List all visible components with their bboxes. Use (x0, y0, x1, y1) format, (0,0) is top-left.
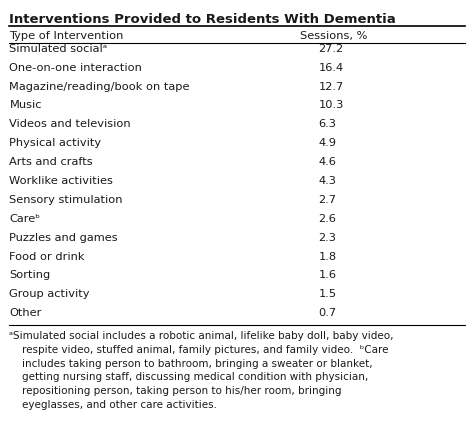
Text: 0.7: 0.7 (319, 308, 337, 318)
Text: 2.6: 2.6 (319, 214, 336, 224)
Text: Worklike activities: Worklike activities (9, 176, 113, 186)
Text: ᵃSimulated social includes a robotic animal, lifelike baby doll, baby video,: ᵃSimulated social includes a robotic ani… (9, 331, 394, 341)
Text: Physical activity: Physical activity (9, 138, 101, 148)
Text: 1.6: 1.6 (319, 270, 336, 280)
Text: 2.7: 2.7 (319, 195, 336, 205)
Text: Magazine/reading/book on tape: Magazine/reading/book on tape (9, 82, 190, 91)
Text: Arts and crafts: Arts and crafts (9, 157, 93, 167)
Text: Careᵇ: Careᵇ (9, 214, 40, 224)
Text: Sensory stimulation: Sensory stimulation (9, 195, 123, 205)
Text: 4.3: 4.3 (319, 176, 336, 186)
Text: One-on-one interaction: One-on-one interaction (9, 63, 142, 73)
Text: Music: Music (9, 100, 42, 110)
Text: 4.9: 4.9 (319, 138, 336, 148)
Text: Interventions Provided to Residents With Dementia: Interventions Provided to Residents With… (9, 14, 396, 26)
Text: Type of Intervention: Type of Intervention (9, 31, 124, 41)
Text: Food or drink: Food or drink (9, 252, 85, 261)
Text: 1.5: 1.5 (319, 289, 337, 299)
Text: 27.2: 27.2 (319, 44, 344, 54)
Text: 1.8: 1.8 (319, 252, 337, 261)
Text: getting nursing staff, discussing medical condition with physician,: getting nursing staff, discussing medica… (9, 372, 369, 382)
Text: Puzzles and games: Puzzles and games (9, 232, 118, 243)
Text: includes taking person to bathroom, bringing a sweater or blanket,: includes taking person to bathroom, brin… (9, 359, 373, 369)
Text: repositioning person, taking person to his/her room, bringing: repositioning person, taking person to h… (9, 386, 342, 396)
Text: 12.7: 12.7 (319, 82, 344, 91)
Text: Group activity: Group activity (9, 289, 90, 299)
Text: 4.6: 4.6 (319, 157, 336, 167)
Text: respite video, stuffed animal, family pictures, and family video.  ᵇCare: respite video, stuffed animal, family pi… (9, 345, 389, 355)
Text: 2.3: 2.3 (319, 232, 336, 243)
Text: Videos and television: Videos and television (9, 119, 131, 129)
Text: Simulated socialᵃ: Simulated socialᵃ (9, 44, 108, 54)
Text: Sorting: Sorting (9, 270, 51, 280)
Text: Other: Other (9, 308, 42, 318)
Text: 10.3: 10.3 (319, 100, 344, 110)
Text: 16.4: 16.4 (319, 63, 344, 73)
Text: 6.3: 6.3 (319, 119, 336, 129)
Text: eyeglasses, and other care activities.: eyeglasses, and other care activities. (9, 400, 218, 410)
Text: Sessions, %: Sessions, % (300, 31, 367, 41)
